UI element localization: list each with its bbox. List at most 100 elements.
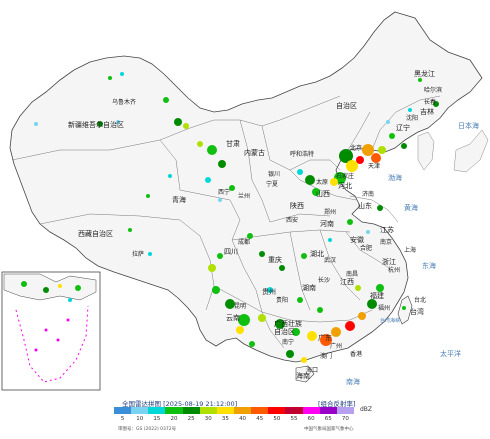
city-labels: 乌鲁木齐 拉萨 西宁 兰州 银川 呼和浩特 西安 太原 石家庄 济南 郑州 南京… (112, 86, 442, 374)
label-chengdu: 成都 (238, 238, 250, 246)
label-fujian: 福建 (370, 291, 384, 300)
label-yunnan: 云南 (226, 313, 240, 322)
label-shenyang: 沈阳 (406, 114, 418, 122)
label-inner-mongolia: 内蒙古 (244, 148, 265, 157)
label-lhasa: 拉萨 (132, 250, 144, 258)
label-yellow-sea: 黄海 (404, 203, 418, 212)
label-shijiazhuang: 石家庄 (336, 172, 354, 180)
label-hebei: 河北 (338, 182, 352, 190)
color-scale-bar (114, 407, 354, 414)
label-qinghai: 青海 (172, 195, 186, 204)
label-ningxia: 宁夏 (266, 180, 278, 188)
label-nanning: 南宁 (282, 338, 294, 346)
label-taipei: 台北 (414, 296, 426, 304)
label-nanchang: 南昌 (346, 270, 358, 278)
label-taiyuan: 太原 (316, 178, 328, 186)
label-anhui: 安徽 (350, 235, 364, 244)
label-guangzhou: 广州 (330, 342, 342, 350)
label-guangdong: 广东 (318, 333, 332, 342)
label-taiwan-strait: 台湾海峡 (380, 317, 400, 324)
organization-label: 中国气象局国家气象中心 (304, 427, 354, 432)
scale-tick-label: 10 (136, 416, 144, 422)
color-swatch (251, 407, 269, 414)
scale-tick-label: 65 (324, 416, 332, 422)
map-timestamp: [2025-08-19 21:12:00] (163, 400, 238, 408)
product-label: [组合反射率] (318, 400, 356, 408)
scale-tick-label: 30 (204, 416, 212, 422)
label-guangxi-extra: 自治区 (274, 327, 295, 336)
color-swatch (285, 407, 303, 414)
taiwan-island (397, 295, 413, 325)
label-beijing: 北京 (350, 144, 362, 152)
label-yinchuan: 银川 (268, 170, 280, 178)
color-scale-ticks: 5 10 15 20 25 30 35 40 45 50 55 60 65 70 (114, 416, 354, 424)
color-swatch (336, 407, 354, 414)
label-nanjing: 南京 (380, 238, 392, 246)
label-gansu: 甘肃 (226, 139, 240, 148)
label-lanzhou: 兰州 (238, 192, 250, 200)
radar-echoes (34, 72, 439, 363)
scale-tick-label: 5 (120, 416, 125, 422)
color-swatch (268, 407, 286, 414)
label-jilin: 吉林 (420, 107, 434, 116)
scale-tick-label: 20 (170, 416, 178, 422)
label-hainan: 海南 (296, 371, 310, 380)
label-hubei: 湖北 (310, 249, 324, 258)
label-xinjiang: 新疆维吾尔自治区 (68, 120, 124, 129)
label-sea-of-japan: 日本海 (458, 121, 479, 130)
china-radar-map: 新疆维吾尔自治区 西藏自治区 青海 甘肃 内蒙古 自治区 宁夏 陕西 山西 河北… (1, 11, 489, 391)
label-wuhan: 武汉 (324, 256, 336, 264)
label-guangxi: 广西壮族 (274, 319, 302, 328)
scale-tick-label: 45 (256, 416, 264, 422)
korea-peninsula (417, 131, 435, 171)
label-liaoning: 辽宁 (396, 123, 410, 132)
color-swatch (302, 407, 320, 414)
label-guizhou: 贵州 (262, 287, 276, 296)
label-hongkong: 香港 (350, 350, 362, 358)
label-tibet: 西藏自治区 (78, 229, 113, 238)
scale-tick-label: 35 (221, 416, 229, 422)
label-kunming: 昆明 (234, 303, 246, 310)
hainan-island (295, 365, 315, 383)
label-zhejiang: 浙江 (382, 257, 396, 266)
color-swatch (216, 407, 234, 414)
color-swatch (182, 407, 200, 414)
region-labels: 新疆维吾尔自治区 西藏自治区 青海 甘肃 内蒙古 自治区 宁夏 陕西 山西 河北… (68, 69, 435, 380)
review-number: 审图号：GS (2022) 0372号 (118, 427, 177, 432)
label-bohai: 渤海 (388, 173, 402, 182)
legend-panel: 全国雷达拼图 [2025-08-19 21:12:00] [组合反射率] 5 10… (0, 396, 490, 439)
label-hangzhou: 杭州 (388, 266, 400, 274)
label-xining: 西宁 (218, 188, 230, 196)
unit-label: dBZ (360, 406, 373, 413)
label-shanghai: 上海 (404, 246, 416, 254)
scale-tick-label: 70 (341, 416, 349, 422)
label-inner-mongolia-extra: 自治区 (336, 101, 357, 110)
label-taiwan: 台湾 (410, 307, 424, 316)
scale-tick-label: 25 (187, 416, 195, 422)
label-jiangsu: 江苏 (380, 225, 394, 234)
color-swatch (114, 407, 132, 414)
label-pacific: 太平洋 (440, 349, 461, 358)
label-shandong: 山东 (358, 201, 372, 210)
label-haikou: 海口 (306, 366, 318, 374)
label-shaanxi: 陕西 (290, 201, 304, 210)
south-sea-inset (1, 271, 101, 391)
legend-title: 全国雷达拼图 [2025-08-19 21:12:00] (122, 398, 237, 408)
label-south-sea: 南海 (346, 377, 360, 386)
scale-tick-label: 55 (290, 416, 298, 422)
label-jinan: 济南 (362, 190, 374, 198)
label-guiyang: 贵阳 (276, 296, 288, 304)
sea-labels: 渤海 黄海 东海 南海 太平洋 日本海 台湾海峡 (346, 121, 479, 386)
label-tianjin: 天津 (368, 163, 380, 170)
color-swatch (148, 407, 166, 414)
color-swatch (131, 407, 149, 414)
label-fuzhou: 福州 (378, 304, 390, 312)
scale-tick-label: 50 (273, 416, 281, 422)
label-east-sea: 东海 (422, 261, 436, 270)
label-xian: 西安 (286, 216, 298, 224)
color-swatch (165, 407, 183, 414)
japan-islands (453, 129, 489, 173)
label-macau: 澳门 (320, 352, 332, 360)
label-hefei: 合肥 (360, 244, 372, 252)
